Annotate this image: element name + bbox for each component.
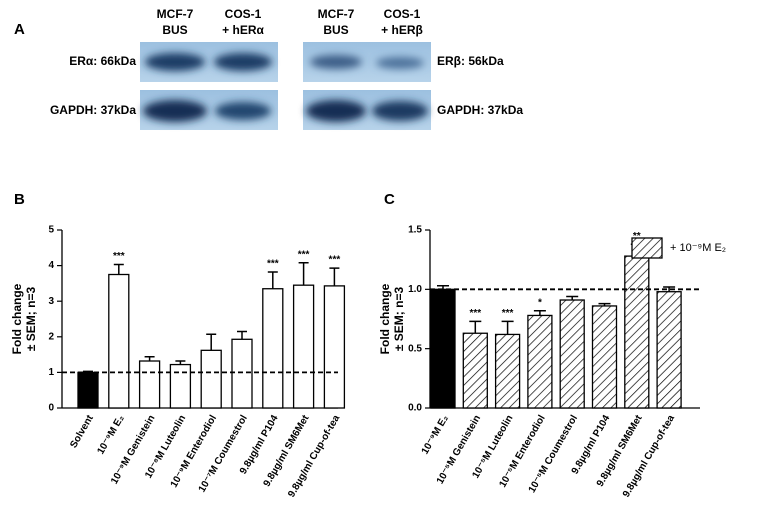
significance: ***: [469, 308, 481, 319]
error-bar: [598, 302, 611, 306]
bar: [323, 285, 346, 409]
bar: [430, 288, 456, 409]
lane-header: COS-1: [225, 7, 262, 21]
error-bar: [237, 330, 247, 340]
bar: [591, 305, 618, 409]
significance: ***: [329, 255, 341, 266]
bar: [108, 273, 130, 409]
x-tick-label: Solvent: [68, 413, 96, 450]
error-bar: [113, 263, 124, 275]
legend-swatch: [631, 237, 663, 259]
panel-label: C: [384, 191, 395, 208]
y-tick-label: 0.0: [408, 403, 422, 414]
significance: **: [633, 231, 641, 242]
error-bar: [501, 320, 514, 335]
bar: [494, 333, 521, 409]
error-bar: [566, 295, 579, 301]
y-tick-label: 0: [48, 403, 54, 414]
bar: [231, 338, 253, 409]
legend-label: + 10⁻⁹M E₂: [670, 242, 726, 254]
significance: ***: [298, 249, 310, 260]
y-axis-label: Fold change: [10, 283, 24, 354]
significance: ***: [267, 259, 279, 270]
y-tick-label: 1: [48, 367, 54, 378]
bar: [200, 349, 222, 409]
bar: [527, 314, 553, 409]
blot-images: [140, 42, 431, 130]
error-bar: [144, 355, 155, 362]
bar: [462, 332, 488, 409]
lane-header: BUS: [162, 23, 187, 37]
y-tick-label: 3: [48, 296, 54, 307]
bar: [292, 284, 315, 409]
significance: *: [538, 297, 542, 308]
bar: [262, 288, 284, 409]
lane-header: MCF-7: [157, 7, 194, 21]
error-bar: [469, 320, 482, 334]
bar: [77, 371, 99, 409]
band-label: GAPDH: 37kDa: [437, 103, 523, 117]
y-axis-label: ± SEM; n=3: [392, 287, 406, 352]
y-tick-label: 1.5: [408, 225, 422, 236]
y-tick-label: 2: [48, 331, 54, 342]
y-axis-label: Fold change: [378, 283, 392, 354]
error-bar: [267, 271, 278, 289]
y-tick-label: 4: [48, 260, 54, 271]
lane-header: BUS: [323, 23, 348, 37]
y-tick-label: 1.0: [408, 284, 422, 295]
band-label: GAPDH: 37kDa: [50, 103, 136, 117]
error-bar: [298, 262, 309, 286]
x-tick-label: 10⁻⁹M E₂: [95, 413, 126, 456]
panel-label: A: [14, 21, 25, 38]
band-label: ERα: 66kDa: [69, 54, 136, 68]
error-bar: [663, 286, 676, 292]
bar: [559, 299, 585, 409]
y-tick-label: 5: [48, 225, 54, 236]
error-bar: [175, 360, 186, 365]
bar: [656, 291, 682, 409]
error-bar: [329, 267, 340, 286]
significance: ***: [502, 308, 514, 319]
lane-header: + hERβ: [381, 23, 423, 37]
lane-header: + hERα: [222, 23, 264, 37]
band-label: ERβ: 56kDa: [437, 54, 504, 68]
y-tick-label: 0.5: [408, 343, 422, 354]
error-bar: [533, 309, 546, 316]
x-tick-label: 10⁻⁹M E₂: [420, 413, 451, 456]
lane-header: COS-1: [384, 7, 421, 21]
lane-header: MCF-7: [318, 7, 355, 21]
y-axis-label: ± SEM; n=3: [24, 287, 38, 352]
bar: [624, 255, 650, 409]
bar: [169, 363, 192, 409]
error-bar: [206, 333, 217, 351]
panel-label: B: [14, 191, 25, 208]
bar: [138, 360, 161, 409]
significance: ***: [113, 251, 125, 262]
